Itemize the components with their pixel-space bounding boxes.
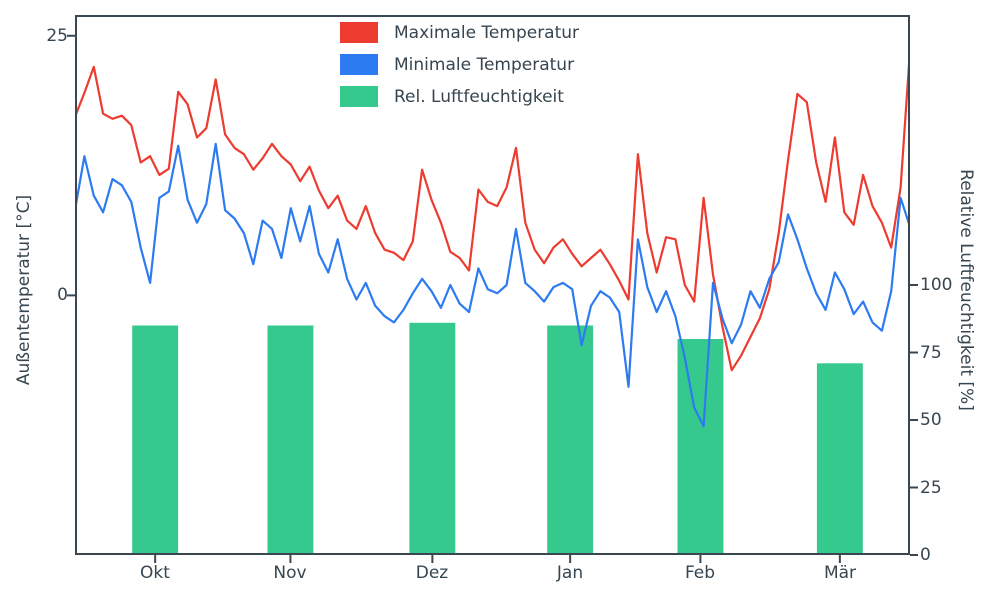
legend-swatch-max-temp bbox=[340, 22, 378, 43]
x-tick-okt: Okt bbox=[140, 563, 170, 583]
right-tick-100: 100 bbox=[920, 275, 953, 295]
legend-label-max-temp: Maximale Temperatur bbox=[394, 22, 580, 43]
left-axis-label: Außentemperatur [°C] bbox=[14, 194, 34, 386]
x-tick-mar: Mär bbox=[823, 563, 857, 583]
right-tick-25: 25 bbox=[920, 478, 942, 498]
left-tick-0: 0 bbox=[57, 285, 68, 305]
x-tick-jan: Jan bbox=[556, 563, 584, 583]
left-tick-25: 25 bbox=[46, 26, 68, 46]
legend-swatch-min-temp bbox=[340, 54, 378, 75]
right-tick-75: 75 bbox=[920, 343, 942, 363]
right-axis-label: Relative Luftfeuchtigkeit [%] bbox=[956, 169, 976, 411]
x-tick-dez: Dez bbox=[415, 563, 449, 583]
legend-item-min-temp: Minimale Temperatur bbox=[340, 54, 579, 75]
right-tick-50: 50 bbox=[920, 410, 942, 430]
legend-label-min-temp: Minimale Temperatur bbox=[394, 54, 575, 75]
legend-item-max-temp: Maximale Temperatur bbox=[340, 22, 579, 43]
legend-swatch-humidity bbox=[340, 86, 378, 107]
legend-label-humidity: Rel. Luftfeuchtigkeit bbox=[394, 86, 564, 107]
right-tick-0: 0 bbox=[920, 545, 931, 565]
legend-item-humidity: Rel. Luftfeuchtigkeit bbox=[340, 86, 579, 107]
x-tick-nov: Nov bbox=[273, 563, 307, 583]
x-tick-feb: Feb bbox=[684, 563, 716, 583]
chart-legend: Maximale Temperatur Minimale Temperatur … bbox=[340, 22, 579, 107]
